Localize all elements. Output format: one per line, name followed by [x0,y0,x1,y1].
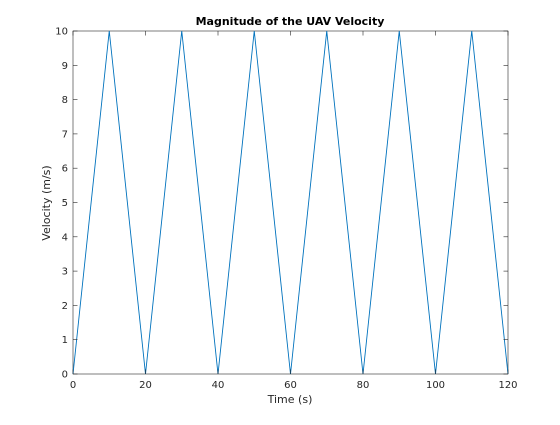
y-tick-label: 2 [62,301,68,312]
axes [72,30,509,375]
plot-area-frame [72,30,509,375]
x-tick-label: 80 [357,380,370,391]
x-axis-label: Time (s) [267,393,313,406]
x-tick-label: 40 [212,380,225,391]
x-tick-label: 120 [498,380,517,391]
y-tick-label: 10 [55,27,68,38]
y-tick-label: 0 [62,370,68,381]
chart-title: Magnitude of the UAV Velocity [196,15,385,28]
x-tick-label: 20 [139,380,152,391]
y-tick-label: 5 [62,198,68,209]
ticks-layer: 0 20 40 60 80 100 120 0 1 2 3 4 5 6 7 8 9 10 [55,27,517,392]
y-tick-label: 6 [62,164,68,175]
y-tick-label: 9 [62,61,68,72]
y-axis-label: Velocity (m/s) [40,165,53,240]
y-tick-label: 7 [62,129,68,140]
y-tick-label: 3 [62,267,68,278]
x-tick-label: 60 [284,380,297,391]
x-tick-label: 0 [70,380,76,391]
y-tick-label: 1 [62,335,68,346]
y-tick-label: 8 [62,95,68,106]
x-tick-label: 100 [426,380,445,391]
y-tick-label: 4 [62,232,68,243]
